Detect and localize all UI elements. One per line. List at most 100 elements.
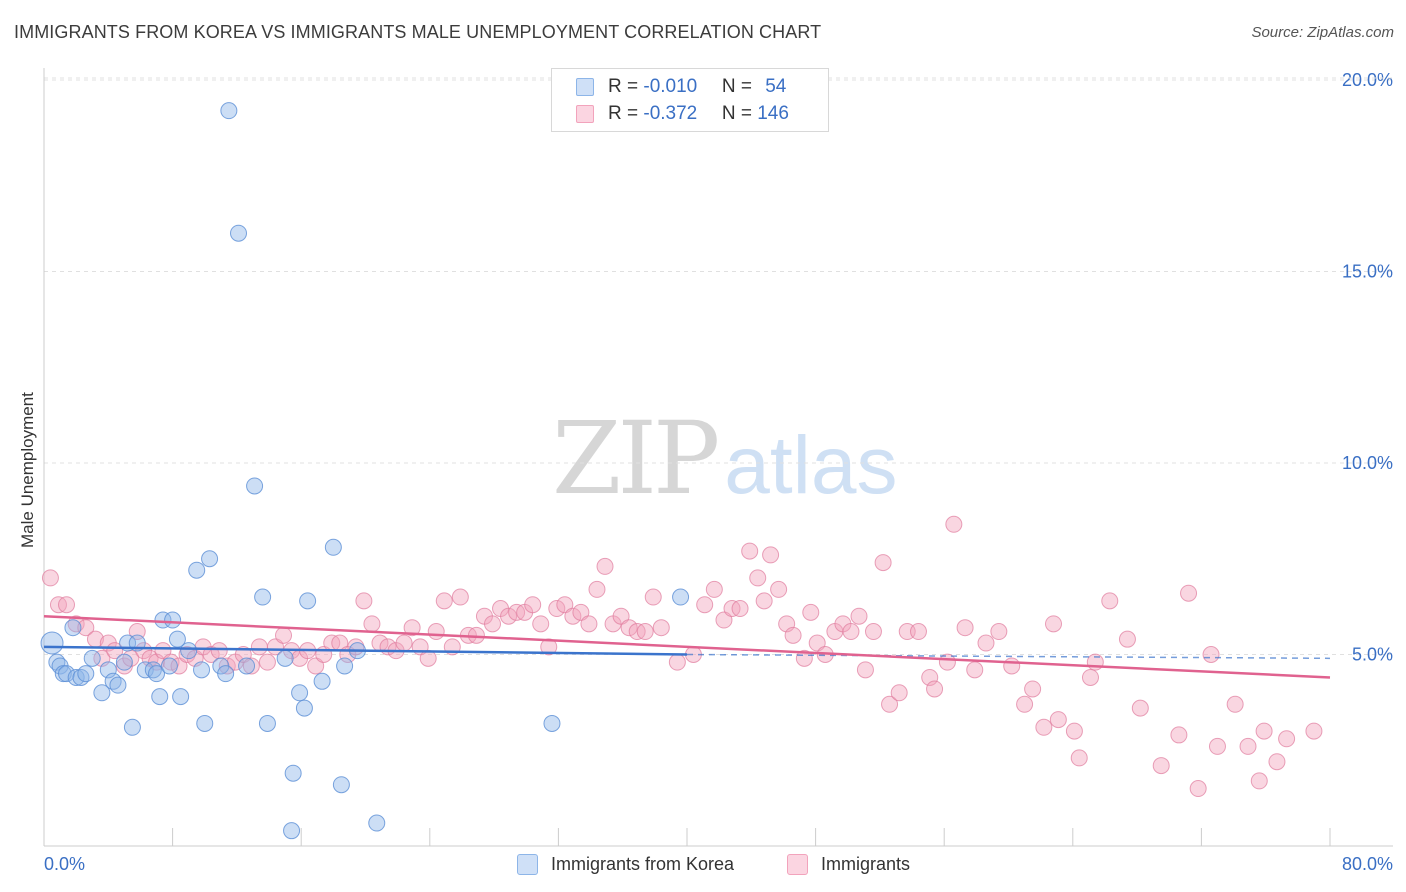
data-point-immigrants	[770, 580, 788, 598]
data-point-immigrants	[572, 603, 590, 621]
y-tick-label: 5.0%	[1352, 645, 1393, 665]
data-point-immigrants	[58, 596, 76, 614]
data-point-immigrants	[909, 623, 927, 641]
data-point-korea	[148, 665, 166, 683]
data-point-korea	[188, 561, 206, 579]
y-axis-label: Male Unemployment	[18, 392, 37, 548]
data-point-immigrants	[1045, 615, 1063, 633]
data-point-immigrants	[202, 646, 220, 663]
watermark-atlas: atlas	[724, 420, 898, 511]
data-point-korea	[299, 592, 317, 610]
data-point-korea	[543, 714, 561, 732]
data-point-immigrants	[258, 653, 276, 671]
stats-legend: R = -0.010 N = 54 R = -0.372 N = 146	[551, 68, 829, 132]
data-point-immigrants	[842, 623, 860, 641]
data-point-korea	[238, 657, 256, 675]
data-point-immigrants	[881, 695, 899, 713]
data-point-korea	[115, 653, 133, 671]
data-point-korea	[164, 611, 182, 629]
data-point-immigrants	[355, 592, 373, 610]
data-point-immigrants	[1255, 722, 1273, 740]
x-tick-label: 80.0%	[1342, 854, 1393, 874]
data-point-immigrants	[762, 546, 780, 564]
legend-swatch-korea	[576, 78, 594, 96]
data-point-immigrants	[1202, 646, 1220, 663]
y-tick-label: 10.0%	[1342, 453, 1393, 473]
data-point-korea	[151, 688, 169, 706]
y-tick-label: 15.0%	[1342, 262, 1393, 282]
trendline-korea-extension	[686, 653, 1331, 660]
data-point-immigrants	[652, 619, 670, 637]
data-point-korea	[109, 676, 127, 694]
data-point-immigrants	[636, 623, 654, 641]
data-point-korea	[93, 684, 111, 702]
data-point-korea	[336, 657, 354, 675]
data-point-immigrants	[556, 596, 574, 614]
data-point-immigrants	[1278, 730, 1296, 748]
data-point-immigrants	[210, 642, 228, 660]
data-point-immigrants	[755, 592, 773, 610]
data-point-immigrants	[890, 684, 908, 702]
data-point-korea	[246, 477, 264, 495]
data-point-korea	[217, 665, 235, 683]
data-point-korea	[160, 657, 178, 675]
data-point-immigrants	[1180, 584, 1198, 602]
data-point-korea	[324, 538, 342, 556]
legend-label-immigrants: Immigrants	[821, 854, 911, 874]
chart-title: IMMIGRANTS FROM KOREA VS IMMIGRANTS MALE…	[14, 22, 822, 42]
data-point-korea	[64, 619, 82, 637]
data-point-immigrants	[1208, 737, 1226, 755]
data-point-korea	[220, 102, 238, 120]
trendline-immigrants	[43, 614, 1331, 679]
data-point-immigrants	[945, 515, 963, 533]
data-point-immigrants	[275, 626, 293, 644]
data-point-immigrants	[850, 607, 868, 625]
legend-n-value-immigrants: 146	[757, 103, 789, 124]
data-point-immigrants	[1049, 711, 1067, 729]
x-tick-label: 0.0%	[44, 854, 85, 874]
data-point-immigrants	[154, 642, 172, 660]
data-point-korea	[193, 661, 211, 679]
data-point-korea	[77, 665, 95, 683]
data-point-immigrants	[741, 542, 759, 560]
data-point-immigrants	[1250, 772, 1268, 790]
data-point-immigrants	[500, 607, 518, 625]
data-point-immigrants	[250, 638, 268, 656]
legend-r-label: R =	[608, 103, 644, 124]
data-point-korea	[672, 588, 690, 606]
data-point-immigrants	[1152, 757, 1170, 775]
watermark: ZIPatlas	[552, 400, 898, 517]
data-point-immigrants	[242, 657, 260, 675]
legend-label-korea: Immigrants from Korea	[551, 854, 735, 874]
data-point-korea	[172, 688, 190, 706]
data-point-immigrants	[41, 569, 59, 587]
data-point-immigrants	[403, 619, 421, 637]
data-point-immigrants	[1239, 737, 1257, 755]
data-point-korea	[313, 672, 331, 690]
data-point-immigrants	[363, 615, 381, 633]
data-point-immigrants	[1268, 753, 1286, 771]
legend-swatch-korea	[517, 854, 538, 875]
data-point-immigrants	[170, 657, 188, 675]
data-point-immigrants	[395, 634, 413, 652]
legend-swatch-immigrants	[576, 105, 594, 123]
data-point-korea	[254, 588, 272, 606]
data-point-immigrants	[524, 596, 542, 614]
data-point-immigrants	[705, 580, 723, 598]
legend-swatch-immigrants	[787, 854, 808, 875]
legend-n-label: N =	[721, 103, 758, 124]
source-label: Source: ZipAtlas.com	[1251, 24, 1394, 41]
data-point-immigrants	[483, 615, 501, 633]
data-point-immigrants	[435, 592, 453, 610]
data-point-immigrants	[749, 569, 767, 587]
data-point-immigrants	[668, 653, 686, 671]
data-point-immigrants	[856, 661, 874, 679]
data-point-immigrants	[1065, 722, 1083, 740]
data-point-immigrants	[612, 607, 630, 625]
data-point-immigrants	[532, 615, 550, 633]
legend-n-label: N =	[721, 76, 758, 97]
data-point-korea	[180, 642, 198, 660]
data-point-korea	[276, 649, 294, 667]
data-point-immigrants	[1305, 722, 1323, 740]
data-point-immigrants	[1226, 695, 1244, 713]
